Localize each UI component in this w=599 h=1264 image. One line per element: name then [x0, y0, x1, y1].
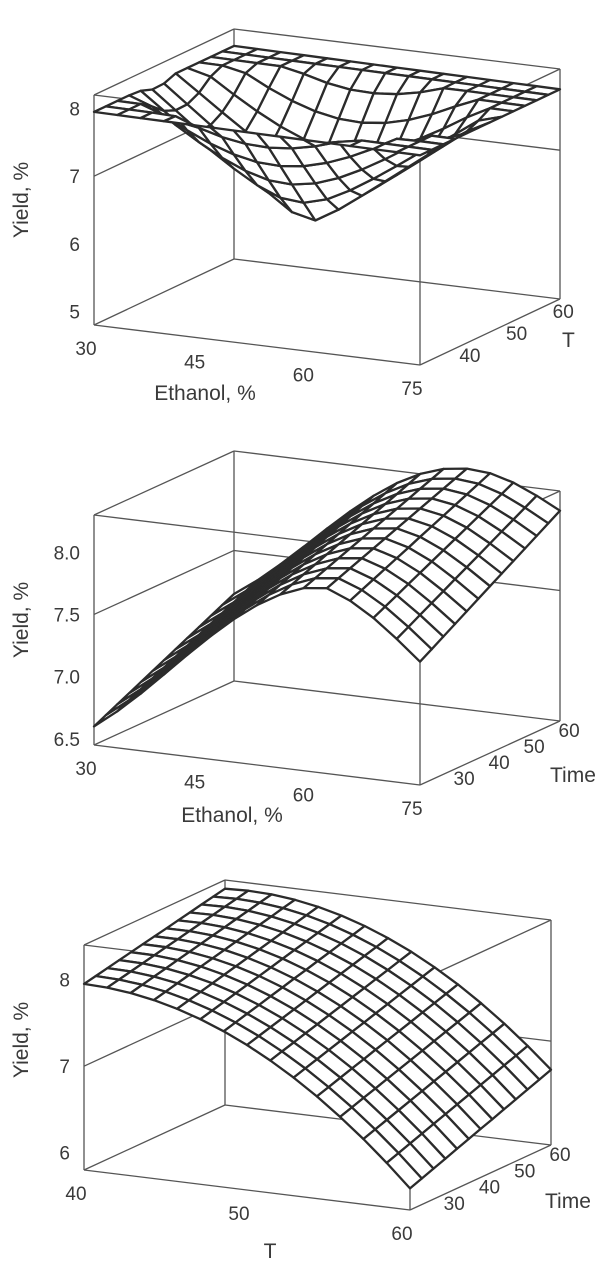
x-tick-label: 60 — [293, 366, 314, 387]
box-edge — [93, 324, 421, 366]
surface-plot-2: 30 45 60 75 30 40 50 60 6.5 7.0 7.5 8.0 Ethanol, % Ti… — [10, 450, 596, 827]
box-edge — [83, 1104, 226, 1171]
surface-mesh-1 — [92, 44, 562, 222]
z-tick-label: 8 — [69, 100, 80, 121]
box-edge — [409, 1144, 552, 1211]
z-axis-label: Yield, % — [10, 582, 33, 658]
y-axis-label: Time — [550, 764, 596, 787]
box-edge — [93, 744, 421, 786]
y-tick-label: 50 — [524, 737, 545, 758]
x-tick-label: 75 — [401, 799, 422, 820]
y-tick-label: 50 — [506, 324, 527, 345]
x-axis-label: T — [264, 1240, 277, 1263]
y-tick-label: 40 — [489, 753, 510, 774]
x-tick-label: 30 — [75, 759, 96, 780]
box-edge — [93, 258, 235, 326]
x-tick-label: 60 — [293, 786, 314, 807]
x-tick-label: 60 — [391, 1224, 412, 1245]
box-edge — [93, 28, 235, 96]
box-edge — [93, 680, 235, 746]
box-edge — [419, 298, 561, 366]
z-axis-label: Yield, % — [10, 162, 33, 238]
x-tick-label: 75 — [401, 379, 422, 400]
z-tick-label: 7.5 — [54, 605, 80, 626]
x-tick-label: 45 — [184, 352, 205, 373]
y-tick-label: 40 — [479, 1178, 500, 1199]
y-tick-label: 60 — [559, 721, 580, 742]
x-tick-label: 30 — [75, 339, 96, 360]
z-tick-label: 7 — [59, 1057, 70, 1078]
box-edge — [224, 879, 552, 921]
box-edge — [93, 450, 235, 516]
surface-mesh-3 — [82, 887, 553, 1190]
plot-box-2 — [93, 450, 561, 786]
surface-mesh-2 — [92, 467, 562, 728]
box-edge — [233, 28, 561, 70]
box-edge — [233, 680, 561, 722]
z-tick-label: 8.0 — [54, 543, 80, 564]
surface-cell — [395, 145, 433, 157]
z-axis-label: Yield, % — [10, 1002, 33, 1078]
box-edge — [83, 1169, 411, 1211]
surface-cell — [385, 1151, 423, 1190]
box-edge — [83, 879, 226, 946]
x-axis-label: Ethanol, % — [181, 804, 283, 827]
z-tick-label: 5 — [69, 302, 80, 323]
z-tick-label: 7.0 — [54, 668, 80, 689]
surface-cell — [395, 625, 433, 663]
y-axis-label: T — [562, 329, 575, 352]
x-tick-label: 40 — [65, 1184, 86, 1205]
box-edge — [233, 258, 561, 300]
x-tick-label: 50 — [228, 1204, 249, 1225]
x-tick-label: 45 — [184, 772, 205, 793]
y-tick-label: 30 — [444, 1194, 465, 1215]
y-tick-label: 50 — [514, 1161, 535, 1182]
y-tick-label: 60 — [553, 302, 574, 323]
y-tick-label: 60 — [549, 1145, 570, 1166]
y-axis-label: Time — [545, 1190, 591, 1213]
z-tick-label: 6 — [69, 235, 80, 256]
z-tick-label: 8 — [59, 971, 70, 992]
z-gridline — [93, 549, 235, 616]
z-tick-label: 7 — [69, 167, 80, 188]
z-tick-label: 6.5 — [54, 730, 80, 751]
surface-plot-3: 40 50 60 30 40 50 60 6 7 8 T Time Yield, % — [10, 879, 591, 1263]
surface-plot-1: 30 45 60 75 40 50 60 5 6 7 8 Ethanol, % T Yield, % — [10, 28, 575, 405]
z-tick-label: 6 — [59, 1144, 70, 1165]
y-tick-label: 40 — [459, 346, 480, 367]
x-axis-label: Ethanol, % — [154, 382, 256, 405]
y-tick-label: 30 — [454, 769, 475, 790]
box-edge — [419, 720, 561, 786]
